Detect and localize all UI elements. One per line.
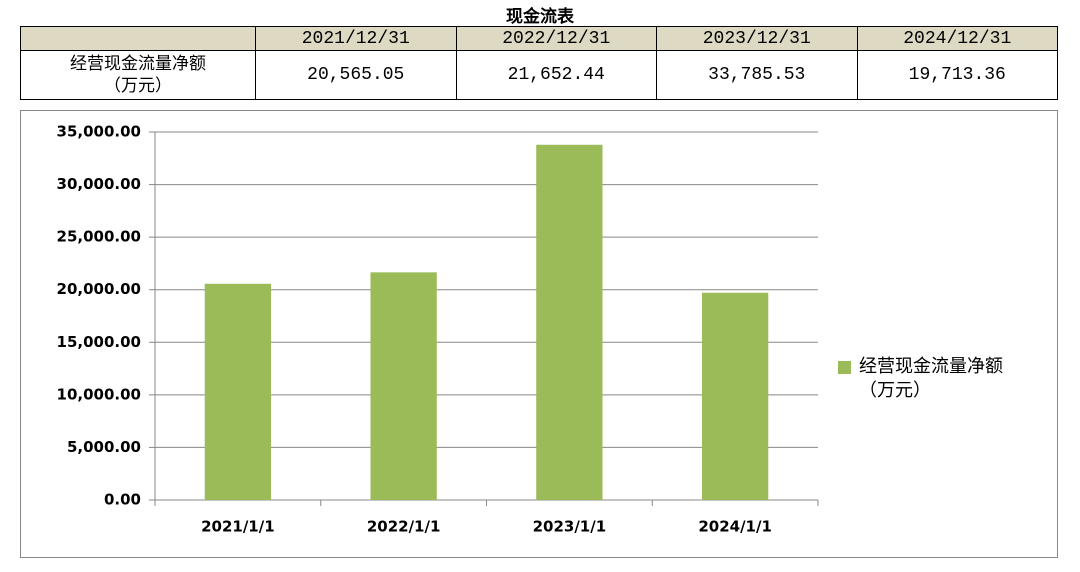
title: 现金流表 [506,7,574,27]
chart: 0.00 5,000.00 10,000.00 15,000.00 20,000.00 2… [20,110,1058,558]
corner-cell [20,26,256,51]
data-row: 经营现金流量净额 （万元） 20,565.05 21,652.44 33,785… [20,50,1058,100]
y-tick-label: 25,000.00 [57,228,141,246]
cell: 20,565.05 [255,50,457,100]
bar [370,272,437,500]
cell: 33,785.53 [656,50,858,100]
x-tick-label: 2023/1/1 [533,518,607,536]
bar [701,292,769,500]
bar [204,283,272,500]
table: 2021/12/31 2022/12/31 2023/12/31 2024/12… [20,26,1058,100]
legend: 经营现金流量净额 （万元） [838,355,1003,403]
y-tick-label: 10,000.00 [57,385,141,403]
header-cell: 2021/12/31 [255,26,457,51]
bar [536,144,603,500]
y-tick-label: 30,000.00 [57,175,141,193]
y-tick-label: 0.00 [104,491,141,509]
cell: 19,713.36 [856,50,1058,100]
x-tick-label: 2021/1/1 [201,518,275,536]
legend-label: 经营现金流量净额 （万元） [859,356,1003,401]
y-tick-label: 35,000.00 [57,123,141,141]
legend-swatch [838,361,851,374]
header-cell: 2023/12/31 [656,26,858,51]
x-tick-label: 2022/1/1 [367,518,441,536]
y-tick-label: 15,000.00 [57,333,141,351]
header-cell: 2024/12/31 [856,26,1058,51]
y-tick-label: 5,000.00 [67,438,141,456]
y-tick-label: 20,000.00 [57,280,141,298]
cell: 21,652.44 [455,50,657,100]
row-label: 经营现金流量净额 （万元） [20,50,256,100]
header-row: 2021/12/31 2022/12/31 2023/12/31 2024/12… [20,26,1058,51]
x-tick-label: 2024/1/1 [698,518,772,536]
header-cell: 2022/12/31 [455,26,657,51]
